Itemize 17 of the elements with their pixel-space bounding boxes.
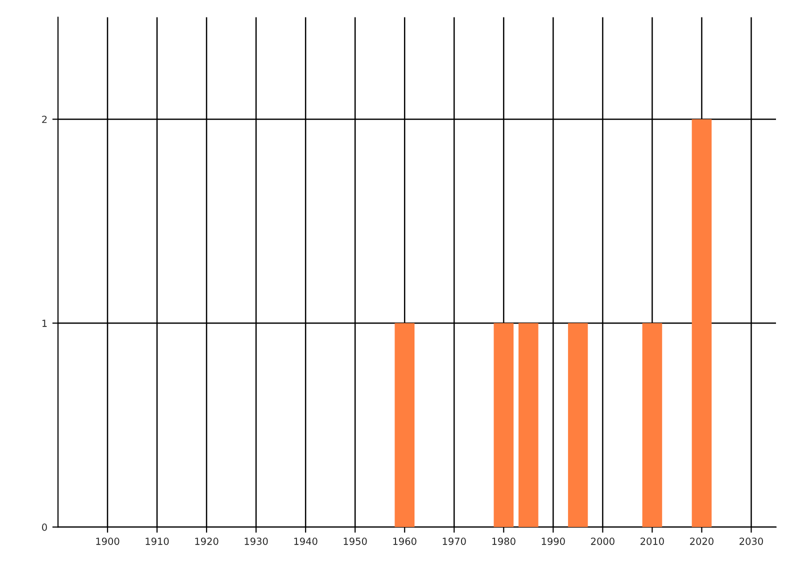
x-tick-label: 1990 — [542, 538, 565, 545]
x-tick-label: 1910 — [146, 538, 169, 545]
x-tick-label: 1900 — [96, 538, 120, 545]
y-tick-label: 0 — [42, 524, 47, 531]
x-tick-label: 2030 — [740, 538, 763, 545]
x-tick-label: 1970 — [442, 538, 466, 545]
x-tick-label: 1930 — [244, 538, 268, 545]
x-tick-label: 2020 — [690, 538, 714, 545]
y-tick-label: 2 — [42, 116, 47, 123]
x-tick-label: 2010 — [640, 538, 664, 545]
x-tick-label: 1920 — [195, 538, 218, 545]
x-tick-label: 1940 — [294, 538, 318, 545]
x-tick-label: 1980 — [492, 538, 516, 545]
x-tick-label: 1950 — [344, 538, 367, 545]
x-tick-label: 2000 — [591, 538, 614, 545]
y-tick-label: 1 — [42, 320, 47, 327]
x-tick-label: 1960 — [393, 538, 416, 545]
